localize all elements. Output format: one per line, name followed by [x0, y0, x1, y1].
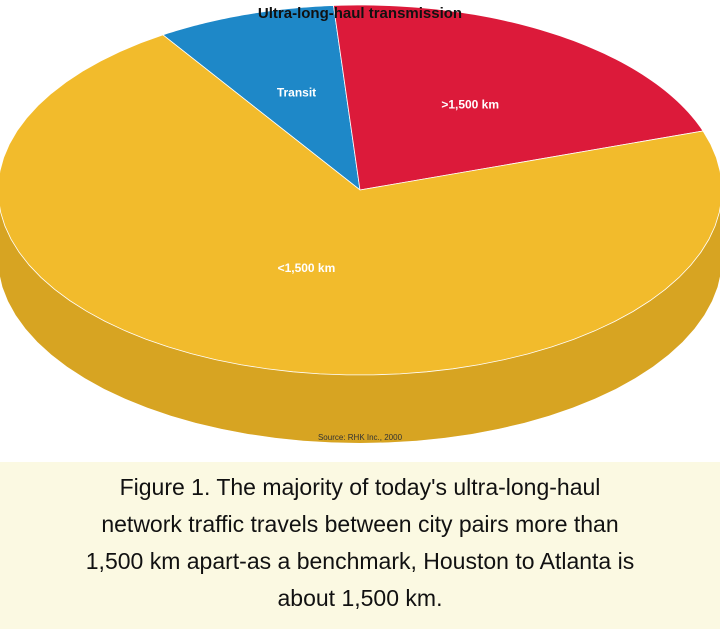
source: Source: RHK Inc., 2000: [318, 433, 403, 442]
caption-line: about 1,500 km.: [278, 585, 443, 611]
pie: Transit >1,500 km <1,500 km: [0, 4, 720, 443]
slice-label: >1,500 km: [441, 97, 499, 111]
caption-line: network traffic travels between city pai…: [101, 511, 618, 537]
caption-line: Figure 1. The majority of today's ultra-…: [120, 474, 601, 500]
pie-slice: [162, 5, 361, 191]
pie-side-shade: [0, 208, 720, 443]
slice-label: <1,500 km: [278, 261, 336, 275]
caption: Figure 1. The majority of today's ultra-…: [86, 474, 634, 611]
caption-line: 1,500 km apart-as a benchmark, Houston t…: [86, 548, 634, 574]
chart-title: Ultra-long-haul transmission: [258, 5, 462, 22]
caption-background: [0, 462, 720, 629]
pie-slice: [333, 4, 704, 191]
slice-label: Transit: [277, 86, 316, 100]
pie-slice: [0, 34, 720, 376]
pie-side: [0, 208, 720, 443]
